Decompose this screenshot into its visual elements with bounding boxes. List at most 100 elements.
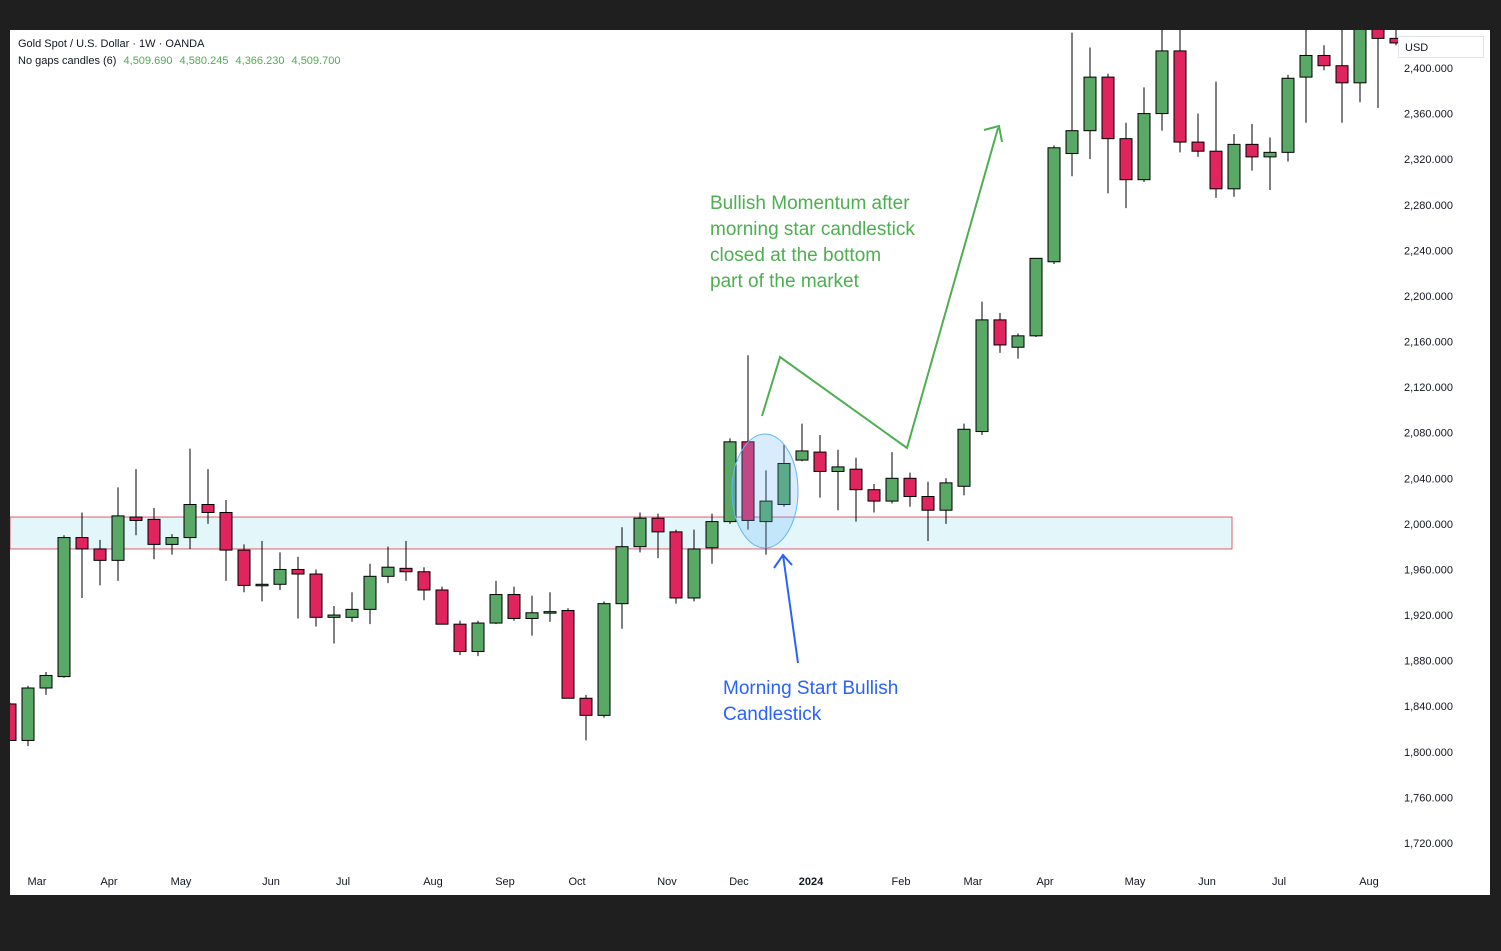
bearish-candle[interactable] xyxy=(291,568,305,575)
bullish-candle[interactable] xyxy=(345,608,359,618)
time-axis[interactable]: Mar Apr May Jun Jul Aug Sep Oct Nov Dec 2024 Feb Mar… xyxy=(28,876,1379,888)
bullish-candle[interactable] xyxy=(1011,335,1025,348)
bullish-candle[interactable] xyxy=(165,537,179,545)
bullish-candle[interactable] xyxy=(1263,151,1277,158)
bearish-candle[interactable] xyxy=(669,531,683,599)
time-tick-label: Mar xyxy=(28,876,47,888)
bullish-candle[interactable] xyxy=(957,428,971,487)
bearish-candle[interactable] xyxy=(813,451,827,472)
bearish-candle[interactable] xyxy=(129,516,143,521)
bullish-candle[interactable] xyxy=(273,568,287,585)
bullish-candle[interactable] xyxy=(183,504,197,539)
bullish-candle[interactable] xyxy=(831,466,845,472)
bearish-candle[interactable] xyxy=(417,571,431,591)
bullish-candle[interactable] xyxy=(255,583,269,587)
bullish-candle[interactable] xyxy=(381,566,395,577)
price-tick-label: 2,240.000 xyxy=(1404,245,1453,257)
symbol-title[interactable]: Gold Spot / U.S. Dollar · 1W · OANDA xyxy=(18,38,205,50)
bearish-candle[interactable] xyxy=(561,610,575,699)
bearish-candle[interactable] xyxy=(1209,150,1223,190)
bullish-candle[interactable] xyxy=(327,614,341,618)
indicator-value-low: 4,366.230 xyxy=(235,55,285,67)
bullish-candle[interactable] xyxy=(687,548,701,599)
bullish-candle[interactable] xyxy=(39,674,53,689)
currency-selector[interactable]: USD xyxy=(1398,36,1484,58)
bullish-candle[interactable] xyxy=(705,521,719,549)
price-tick-label: 1,840.000 xyxy=(1404,701,1453,713)
bearish-candle[interactable] xyxy=(1119,138,1133,181)
bullish-candle[interactable] xyxy=(615,546,629,605)
bullish-candle[interactable] xyxy=(1353,30,1367,84)
bullish-candle[interactable] xyxy=(21,687,35,741)
bullish-candle[interactable] xyxy=(777,462,791,506)
bearish-candle[interactable] xyxy=(435,589,449,625)
bullish-candle[interactable] xyxy=(795,450,809,461)
chart-frame[interactable]: 2,400.000 2,360.000 2,320.000 2,280.000 2,24… xyxy=(10,30,1490,895)
bullish-candle[interactable] xyxy=(1047,147,1061,263)
bullish-candle[interactable] xyxy=(111,515,125,561)
time-tick-label: Sep xyxy=(495,876,515,888)
bearish-candle[interactable] xyxy=(579,697,593,716)
bullish-candle[interactable] xyxy=(471,622,485,653)
bullish-candle[interactable] xyxy=(1155,50,1169,115)
bullish-candle[interactable] xyxy=(885,477,899,502)
indicator-value-open: 4,509.690 xyxy=(123,55,173,67)
bullish-candle[interactable] xyxy=(543,611,557,614)
bearish-candle[interactable] xyxy=(147,518,161,545)
bearish-candle[interactable] xyxy=(1389,37,1402,44)
bearish-candle[interactable] xyxy=(903,477,917,498)
bearish-candle[interactable] xyxy=(399,567,413,573)
bullish-candle[interactable] xyxy=(1299,54,1313,78)
bearish-candle[interactable] xyxy=(921,496,935,511)
bearish-candle[interactable] xyxy=(507,594,521,619)
bearish-candle[interactable] xyxy=(453,623,467,653)
bullish-candle[interactable] xyxy=(597,603,611,716)
bearish-candle[interactable] xyxy=(1101,76,1115,140)
bullish-candle[interactable] xyxy=(1281,77,1295,153)
bearish-candle[interactable] xyxy=(1173,50,1187,143)
bullish-candle[interactable] xyxy=(57,537,71,678)
bullish-candle[interactable] xyxy=(1227,143,1241,190)
bearish-candle[interactable] xyxy=(1317,54,1331,67)
price-axis[interactable]: 2,400.000 2,360.000 2,320.000 2,280.000 2,24… xyxy=(1404,63,1453,850)
price-tick-label: 1,720.000 xyxy=(1404,838,1453,850)
bullish-candle[interactable] xyxy=(759,500,773,523)
time-tick-label: May xyxy=(171,876,192,888)
bullish-candle[interactable] xyxy=(1137,113,1151,181)
bearish-candle[interactable] xyxy=(10,703,17,741)
bearish-candle[interactable] xyxy=(849,468,863,491)
indicator-legend[interactable]: No gaps candles (6) 4,509.690 4,580.245 … xyxy=(18,55,340,67)
bullish-candle[interactable] xyxy=(489,594,503,624)
bearish-candle[interactable] xyxy=(1245,143,1259,158)
bearish-candle[interactable] xyxy=(93,548,107,561)
price-tick-label: 2,200.000 xyxy=(1404,291,1453,303)
bearish-candle[interactable] xyxy=(1191,141,1205,152)
bearish-candle[interactable] xyxy=(1335,65,1349,84)
morning-star-note: Morning Start Bullish Candlestick xyxy=(723,678,899,725)
price-tick-label: 1,880.000 xyxy=(1404,656,1453,668)
bullish-candle[interactable] xyxy=(1083,76,1097,132)
price-tick-label: 1,920.000 xyxy=(1404,610,1453,622)
bullish-candle[interactable] xyxy=(975,319,989,433)
candlestick-chart[interactable]: 2,400.000 2,360.000 2,320.000 2,280.000 2,24… xyxy=(10,30,1490,895)
bullish-candle[interactable] xyxy=(633,517,647,548)
bearish-candle[interactable] xyxy=(651,517,665,533)
bearish-candle[interactable] xyxy=(237,549,251,586)
bearish-candle[interactable] xyxy=(993,319,1007,346)
bearish-candle[interactable] xyxy=(1371,30,1385,39)
bearish-candle[interactable] xyxy=(201,504,215,513)
bullish-candle[interactable] xyxy=(1065,130,1079,154)
bearish-candle[interactable] xyxy=(309,573,323,618)
bearish-candle[interactable] xyxy=(75,537,89,550)
price-tick-label: 2,320.000 xyxy=(1404,154,1453,166)
time-tick-label: Jul xyxy=(336,876,350,888)
bullish-candle[interactable] xyxy=(1029,257,1043,337)
time-tick-label: Jul xyxy=(1272,876,1286,888)
bearish-candle[interactable] xyxy=(219,511,233,551)
bullish-candle[interactable] xyxy=(939,482,953,511)
bullish-candle[interactable] xyxy=(363,575,377,610)
bullish-candle[interactable] xyxy=(525,612,539,619)
time-tick-label: Apr xyxy=(1036,876,1053,888)
bullish-arrowhead xyxy=(983,124,1003,143)
bearish-candle[interactable] xyxy=(867,489,881,502)
